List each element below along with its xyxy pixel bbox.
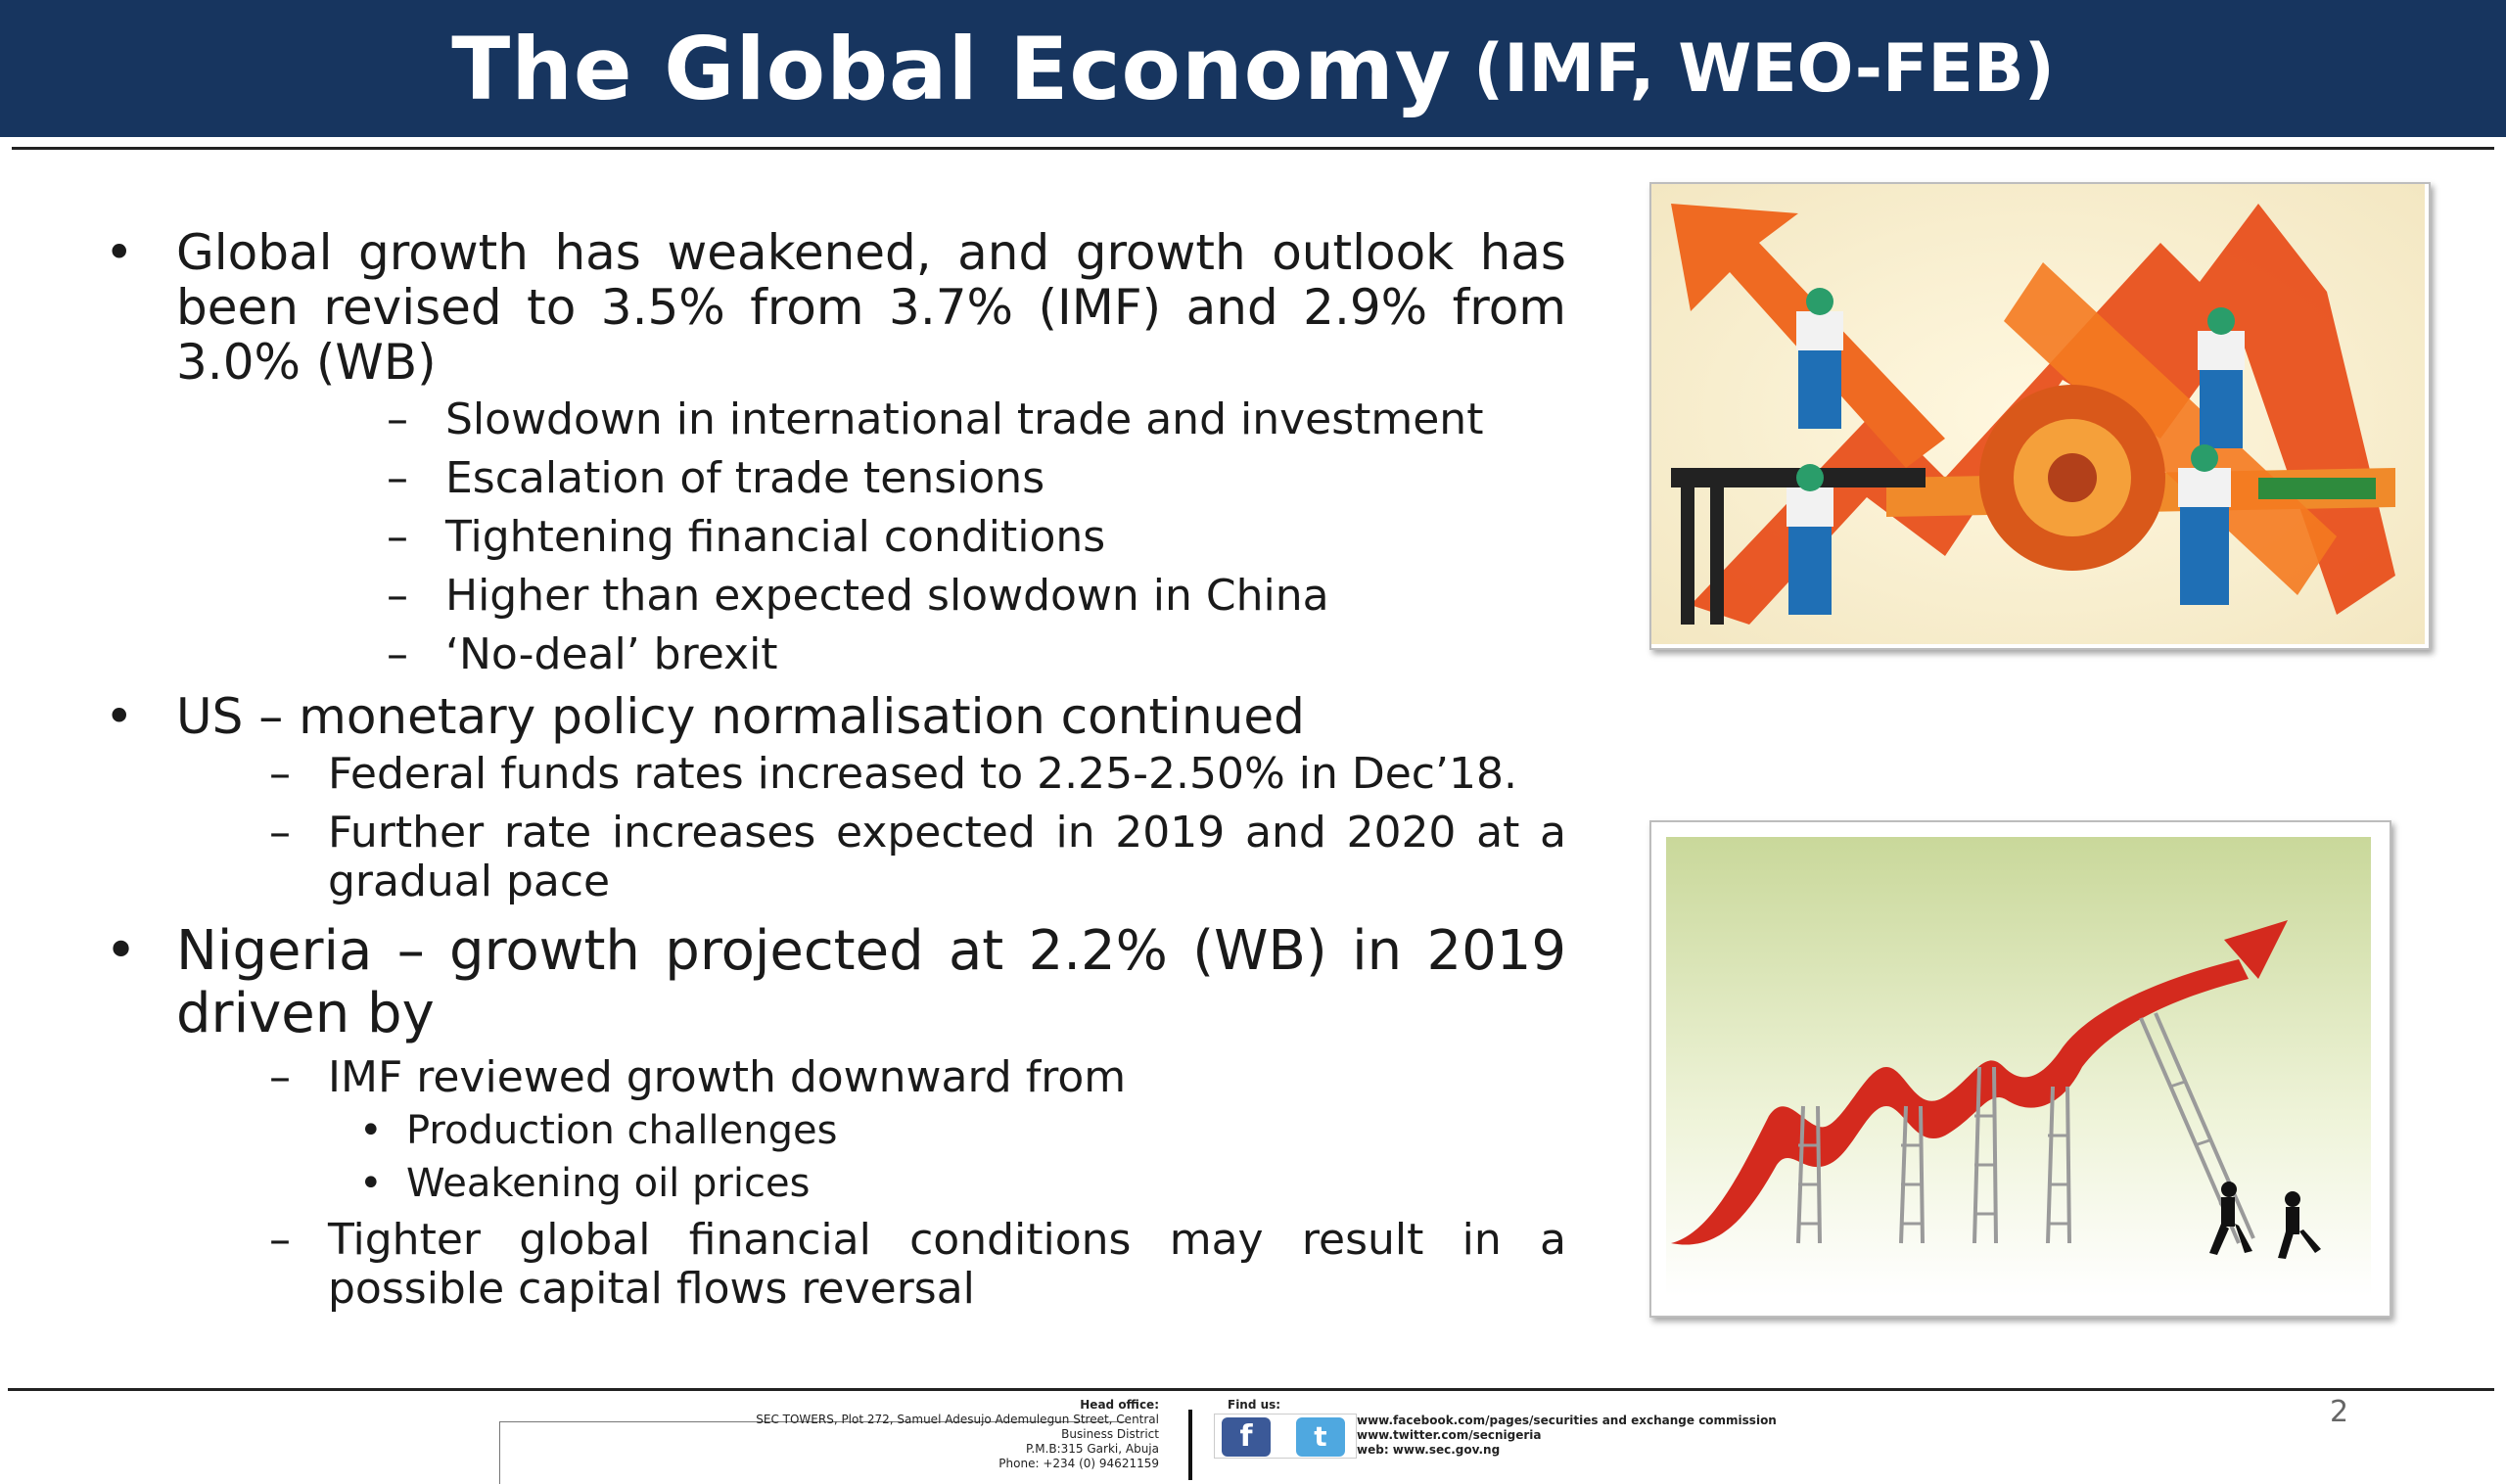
dash-glyph: – [387, 453, 408, 503]
dash-glyph: – [269, 808, 291, 858]
sub-sub-bullet-text: Weakening oil prices [406, 1161, 811, 1206]
slide-content: • Global growth has weakened, and growth… [93, 225, 1566, 1314]
workers-gears-graphic [1651, 184, 2425, 644]
sub-bullet: – Higher than expected slowdown in China [387, 572, 1566, 621]
sub-bullet-text: Tightening financial conditions [445, 512, 1106, 562]
page-number: 2 [2330, 1395, 2349, 1429]
sub-bullet-text: IMF reviewed growth downward from [328, 1052, 1127, 1102]
sub-bullet-text: Federal funds rates increased to 2.25-2.… [328, 749, 1517, 799]
growth-ladders-illustration [1649, 820, 2391, 1318]
sub-bullet: – IMF reviewed growth downward from [269, 1053, 1566, 1102]
header-rule [12, 147, 2494, 150]
sub-sub-bullet-text: Production challenges [406, 1108, 838, 1153]
sub-bullet: – Tighter global financial conditions may… [269, 1216, 1566, 1314]
dash-glyph: – [269, 1052, 291, 1102]
slide-title: The Global Economy [451, 18, 1453, 119]
sub-sub-bullet: • Weakening oil prices [93, 1157, 1566, 1210]
facebook-icon[interactable]: f [1222, 1417, 1271, 1457]
bullet-glyph: • [105, 224, 134, 281]
find-us-label: Find us: [1228, 1398, 1281, 1412]
website-link[interactable]: web: www.sec.gov.ng [1357, 1443, 1501, 1457]
social-icons-box [1214, 1414, 1357, 1459]
bullet-glyph: • [105, 688, 134, 745]
address-line: P.M.B:315 Garki, Abuja [1026, 1442, 1159, 1456]
us-policy-sublist: – Federal funds rates increased to 2.25-2… [93, 750, 1566, 906]
footer-divider [1188, 1410, 1192, 1480]
slide-subtitle: (IMF, WEO-FEB) [1473, 29, 2055, 108]
sub-bullet: – ‘No-deal’ brexit [387, 630, 1566, 679]
footer-rule [8, 1388, 2494, 1391]
dash-glyph: – [387, 571, 408, 621]
growth-ladders-graphic [1666, 837, 2371, 1297]
sub-bullet-text: Slowdown in international trade and inve… [445, 394, 1484, 444]
global-growth-sublist: – Slowdown in international trade and inv… [93, 395, 1566, 679]
twitter-link[interactable]: www.twitter.com/secnigeria [1357, 1428, 1542, 1442]
workers-gears-illustration [1649, 182, 2431, 650]
sub-bullet: – Escalation of trade tensions [387, 454, 1566, 503]
dash-glyph: – [387, 394, 408, 444]
sub-bullet: – Slowdown in international trade and inv… [387, 395, 1566, 444]
sub-bullet-text: ‘No-deal’ brexit [445, 629, 778, 679]
dash-glyph: – [387, 512, 408, 562]
bullet-text: Nigeria – growth projected at 2.2% (WB) … [176, 919, 1566, 1045]
bullet-glyph: • [359, 1161, 383, 1206]
footer-address-box [499, 1421, 1127, 1484]
twitter-icon[interactable]: t [1296, 1417, 1345, 1457]
footer-head-office: Head office: SEC TOWERS, Plot 272, Samue… [685, 1398, 1159, 1471]
bullet-text: US – monetary policy normalisation conti… [176, 688, 1305, 745]
address-line: SEC TOWERS, Plot 272, Samuel Adesujo Ade… [756, 1413, 1159, 1426]
sub-bullet-text: Higher than expected slowdown in China [445, 571, 1329, 621]
sub-bullet-text: Tighter global financial conditions may … [328, 1215, 1566, 1314]
sub-sub-bullet: • Production challenges [93, 1104, 1566, 1157]
bullet-text: Global growth has weakened, and growth o… [176, 224, 1566, 391]
bullet-us-policy: • US – monetary policy normalisation con… [93, 689, 1566, 744]
facebook-link[interactable]: www.facebook.com/pages/securities and ex… [1357, 1414, 1777, 1427]
sub-bullet-text: Further rate increases expected in 2019 … [328, 808, 1566, 906]
bullet-glyph: • [105, 919, 138, 983]
sub-bullet: – Tightening financial conditions [387, 513, 1566, 562]
sub-bullet-text: Escalation of trade tensions [445, 453, 1045, 503]
dash-glyph: – [387, 629, 408, 679]
address-line: Phone: +234 (0) 94621159 [998, 1457, 1159, 1470]
bullet-nigeria: • Nigeria – growth projected at 2.2% (WB… [93, 920, 1566, 1045]
head-office-label: Head office: [1080, 1398, 1159, 1412]
address-line: Business District [1061, 1427, 1159, 1441]
footer-links: www.facebook.com/pages/securities and ex… [1357, 1414, 1777, 1458]
bullet-global-growth: • Global growth has weakened, and growth… [93, 225, 1566, 390]
sub-bullet: – Further rate increases expected in 2019… [269, 809, 1566, 906]
sub-bullet: – Federal funds rates increased to 2.25-2… [269, 750, 1566, 799]
dash-glyph: – [269, 749, 291, 799]
bullet-glyph: • [359, 1108, 383, 1153]
nigeria-sublist-2: – Tighter global financial conditions may… [93, 1216, 1566, 1314]
slide-title-bar: The Global Economy (IMF, WEO-FEB) [0, 0, 2506, 137]
nigeria-sublist: – IMF reviewed growth downward from [93, 1053, 1566, 1102]
dash-glyph: – [269, 1215, 291, 1265]
